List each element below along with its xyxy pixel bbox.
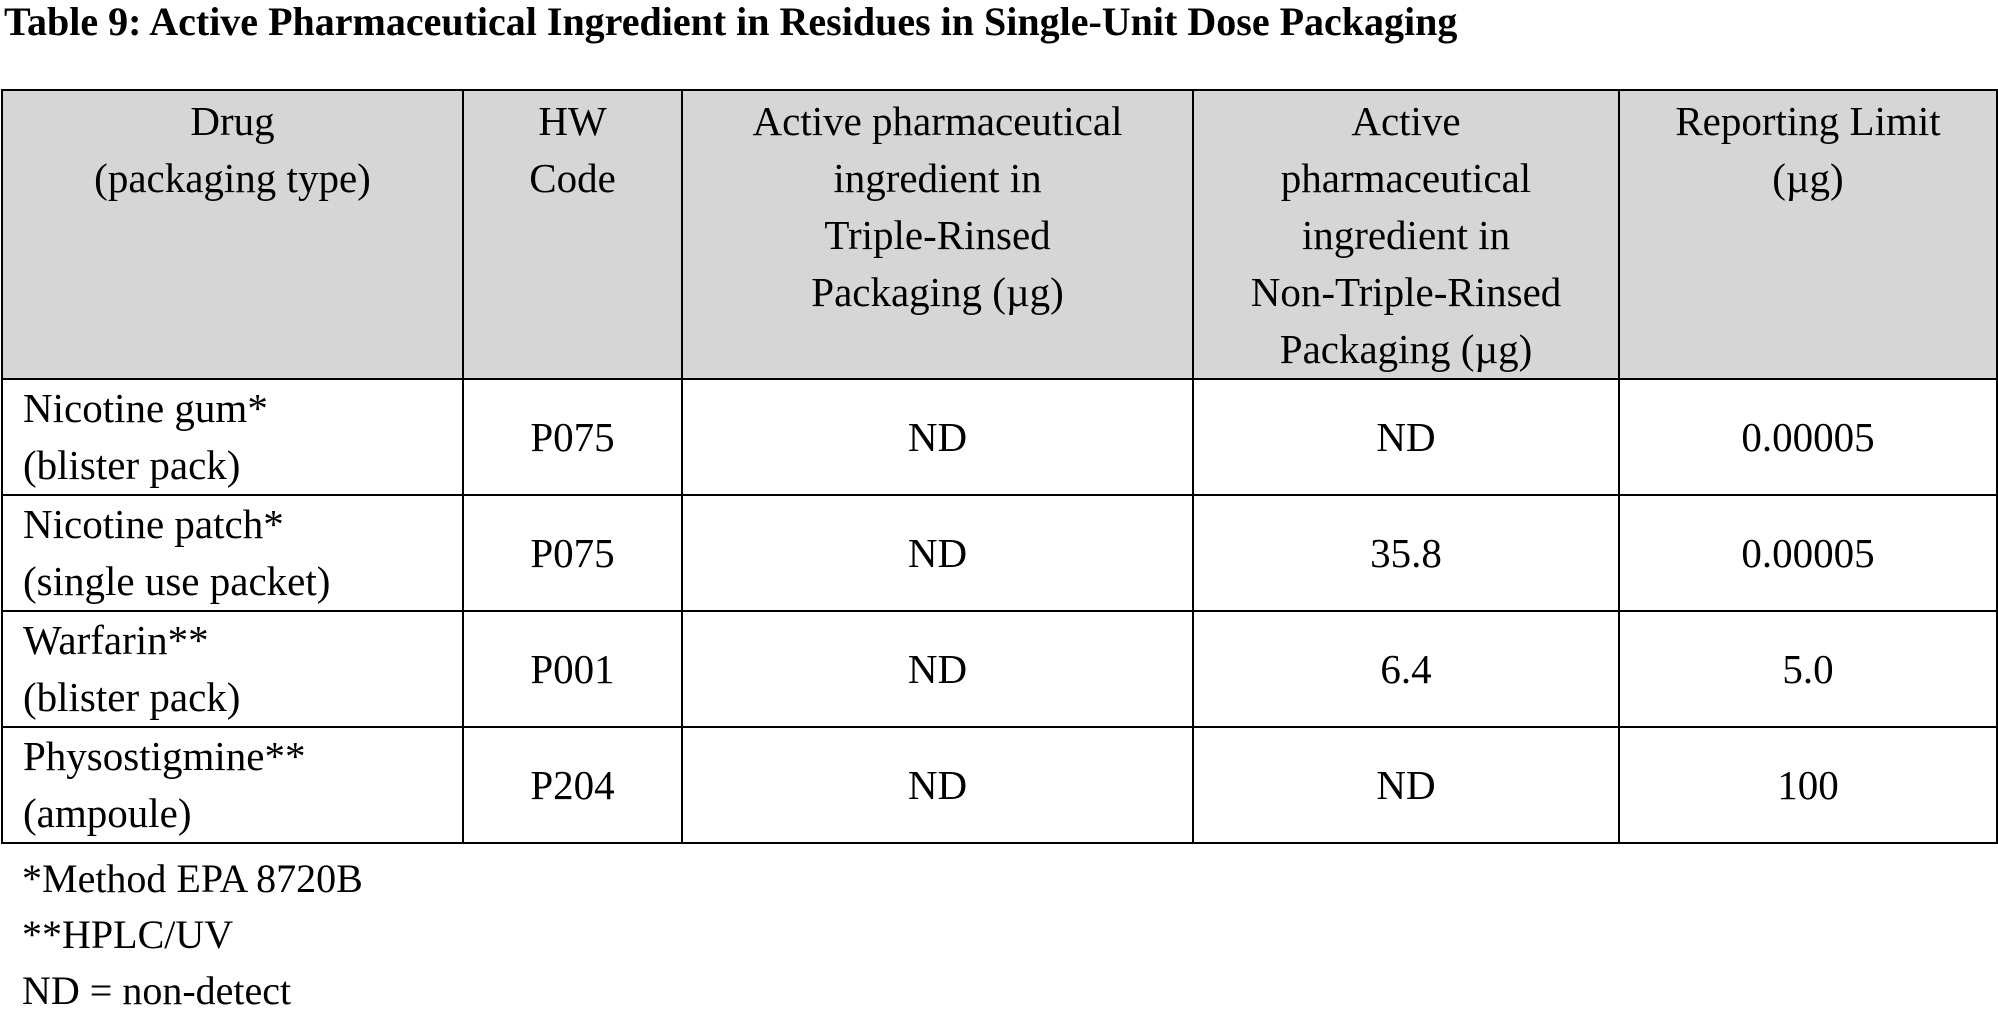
table-cell: P001: [462, 610, 683, 728]
footnote: **HPLC/UV: [22, 912, 234, 957]
table-cell: 0.00005: [1618, 378, 1998, 496]
table-cell: 5.0: [1618, 610, 1998, 728]
table-row: Physostigmine** (ampoule) P204 ND ND 100: [1, 726, 1998, 844]
table-cell: 0.00005: [1618, 494, 1998, 612]
table-title: Table 9: Active Pharmaceutical Ingredien…: [4, 0, 1458, 44]
table-cell: ND: [1192, 378, 1620, 496]
table-cell: Warfarin** (blister pack): [1, 610, 464, 728]
header-row: Drug (packaging type) HW Code Active pharm…: [1, 89, 1998, 380]
table-cell: Physostigmine** (ampoule): [1, 726, 464, 844]
header-cell: Active pharmaceutical ingredient in Non-…: [1192, 89, 1620, 380]
header-cell: Active pharmaceutical ingredient in Trip…: [681, 89, 1194, 380]
table-cell: ND: [681, 610, 1194, 728]
footnote: ND = non-detect: [22, 968, 292, 1013]
table-cell: Nicotine gum* (blister pack): [1, 378, 464, 496]
table-cell: ND: [1192, 726, 1620, 844]
table-body: Nicotine gum* (blister pack) P075 ND ND 0.00…: [1, 378, 1998, 844]
footnote: *Method EPA 8720B: [22, 856, 363, 901]
table-cell: P075: [462, 378, 683, 496]
table-row: Warfarin** (blister pack) P001 ND 6.4 5.0: [1, 610, 1998, 728]
table-cell: ND: [681, 494, 1194, 612]
table-cell: Nicotine patch* (single use packet): [1, 494, 464, 612]
header-cell: HW Code: [462, 89, 683, 380]
table-cell: 6.4: [1192, 610, 1620, 728]
table-cell: 100: [1618, 726, 1998, 844]
header-cell: Drug (packaging type): [1, 89, 464, 380]
table-cell: ND: [681, 726, 1194, 844]
footnotes: *Method EPA 8720B **HPLC/UV ND = non-detec…: [22, 851, 363, 1019]
table-cell: ND: [681, 378, 1194, 496]
table-row: Nicotine patch* (single use packet) P075 N…: [1, 494, 1998, 612]
header-cell: Reporting Limit (µg): [1618, 89, 1998, 380]
table-row: Nicotine gum* (blister pack) P075 ND ND 0.00…: [1, 378, 1998, 496]
table-cell: 35.8: [1192, 494, 1620, 612]
table-cell: P204: [462, 726, 683, 844]
data-table: Drug (packaging type) HW Code Active pharm…: [1, 89, 1998, 844]
table-cell: P075: [462, 494, 683, 612]
